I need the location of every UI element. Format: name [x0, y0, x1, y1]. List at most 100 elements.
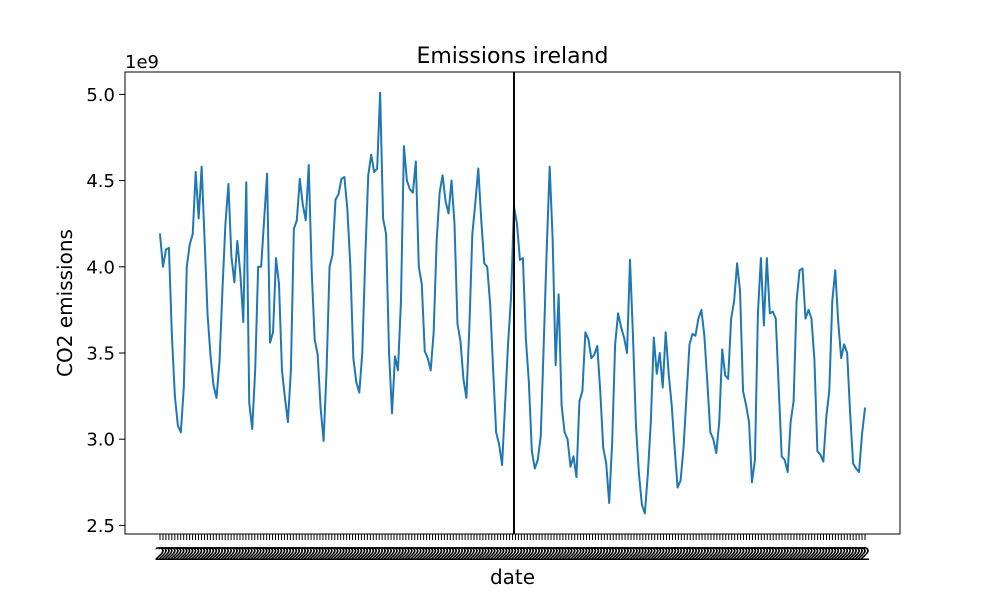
x-tick-label: 2 — [202, 544, 213, 565]
x-tick-label: 2 — [456, 544, 467, 565]
data-point — [697, 317, 700, 320]
data-point — [715, 452, 718, 454]
data-point — [379, 91, 382, 94]
data-point — [539, 434, 542, 437]
data-point — [233, 281, 236, 284]
data-point — [667, 372, 670, 375]
data-point — [206, 314, 209, 316]
x-tick-label: 2 — [483, 544, 494, 565]
data-point — [203, 240, 206, 242]
x-tick-label: 2 — [610, 544, 621, 565]
x-tick-label: 2 — [578, 544, 589, 565]
y-axis-label: CO2 emissions — [53, 229, 77, 377]
data-point — [459, 340, 462, 342]
data-point — [712, 438, 715, 441]
data-point — [673, 446, 676, 449]
data-point — [391, 412, 393, 415]
x-tick-label: 2 — [708, 544, 719, 565]
data-point — [516, 222, 518, 225]
x-tick-label: 2 — [640, 544, 651, 565]
data-point — [727, 377, 730, 380]
data-point — [629, 259, 631, 261]
data-point — [852, 462, 854, 465]
data-point — [200, 165, 203, 168]
x-tick-label: 2 — [403, 544, 414, 565]
x-tick-label: 2 — [498, 544, 509, 565]
x-tick-label: 2 — [276, 544, 287, 565]
data-point — [444, 200, 447, 203]
x-tick-label: 2 — [163, 544, 174, 565]
x-tick-label: 2 — [219, 544, 230, 565]
data-point — [849, 412, 852, 415]
x-tick-label: 2 — [744, 544, 755, 565]
x-tick-label: 2 — [234, 544, 245, 565]
data-point — [813, 358, 816, 361]
data-point — [643, 512, 646, 515]
x-tick-label: 2 — [682, 544, 693, 565]
x-tick-label: 2 — [492, 544, 503, 565]
data-point — [822, 460, 825, 463]
data-point — [492, 369, 495, 372]
x-tick-label: 2 — [424, 544, 435, 565]
x-tick-label: 2 — [459, 544, 470, 565]
x-tick-label: 2 — [379, 544, 390, 565]
x-tick-label: 2 — [542, 544, 553, 565]
x-tick-label: 2 — [714, 544, 725, 565]
data-point — [328, 265, 331, 268]
data-point — [575, 476, 578, 479]
x-tick-label: 2 — [631, 544, 642, 565]
data-point — [694, 334, 697, 337]
data-point — [759, 257, 762, 260]
x-tick-label: 2 — [741, 544, 752, 565]
x-tick-label: 2 — [362, 544, 373, 565]
x-tick-label: 2 — [738, 544, 749, 565]
data-point — [441, 174, 444, 177]
x-tick-label: 2 — [436, 544, 447, 565]
data-point — [646, 472, 649, 475]
data-point — [310, 271, 313, 273]
data-point — [649, 421, 652, 423]
data-point — [263, 219, 266, 222]
x-tick-label: 2 — [504, 544, 515, 565]
data-point — [572, 455, 575, 458]
x-tick-label: 2 — [687, 544, 698, 565]
x-tick-label: 2 — [501, 544, 512, 565]
data-point — [248, 402, 251, 404]
data-point — [447, 212, 450, 215]
x-tick-label: 2 — [797, 544, 808, 565]
data-point — [284, 396, 286, 399]
x-tick-label: 2 — [536, 544, 547, 565]
x-tick-label: 2 — [649, 544, 660, 565]
data-point — [495, 431, 498, 434]
x-tick-label: 2 — [747, 544, 758, 565]
data-point — [352, 357, 355, 360]
x-tick-label: 2 — [646, 544, 657, 565]
data-point — [861, 433, 863, 435]
data-point — [533, 467, 536, 470]
data-point — [765, 257, 768, 260]
x-tick-label: 2 — [690, 544, 701, 565]
x-tick-label: 2 — [815, 544, 826, 565]
data-point — [548, 165, 551, 168]
x-tick-label: 2 — [477, 544, 488, 565]
x-tick-label: 2 — [836, 544, 847, 565]
x-tick-label: 2 — [533, 544, 544, 565]
x-tick-label: 2 — [474, 544, 485, 565]
x-tick-label: 2 — [326, 544, 337, 565]
x-tick-label: 2 — [560, 544, 571, 565]
data-point — [840, 357, 843, 360]
data-point — [221, 288, 224, 291]
data-point — [361, 352, 364, 354]
x-tick-label: 2 — [261, 544, 272, 565]
x-tick-label: 2 — [605, 544, 616, 565]
data-point — [751, 481, 753, 484]
x-tick-label: 2 — [522, 544, 533, 565]
data-point — [269, 341, 271, 344]
data-point — [346, 209, 349, 211]
data-point — [584, 331, 587, 334]
y-tick-label: 4.0 — [86, 257, 115, 278]
data-point — [626, 352, 628, 354]
data-point — [179, 431, 182, 434]
x-tick-label: 2 — [175, 544, 186, 565]
x-tick-label: 2 — [208, 544, 219, 565]
